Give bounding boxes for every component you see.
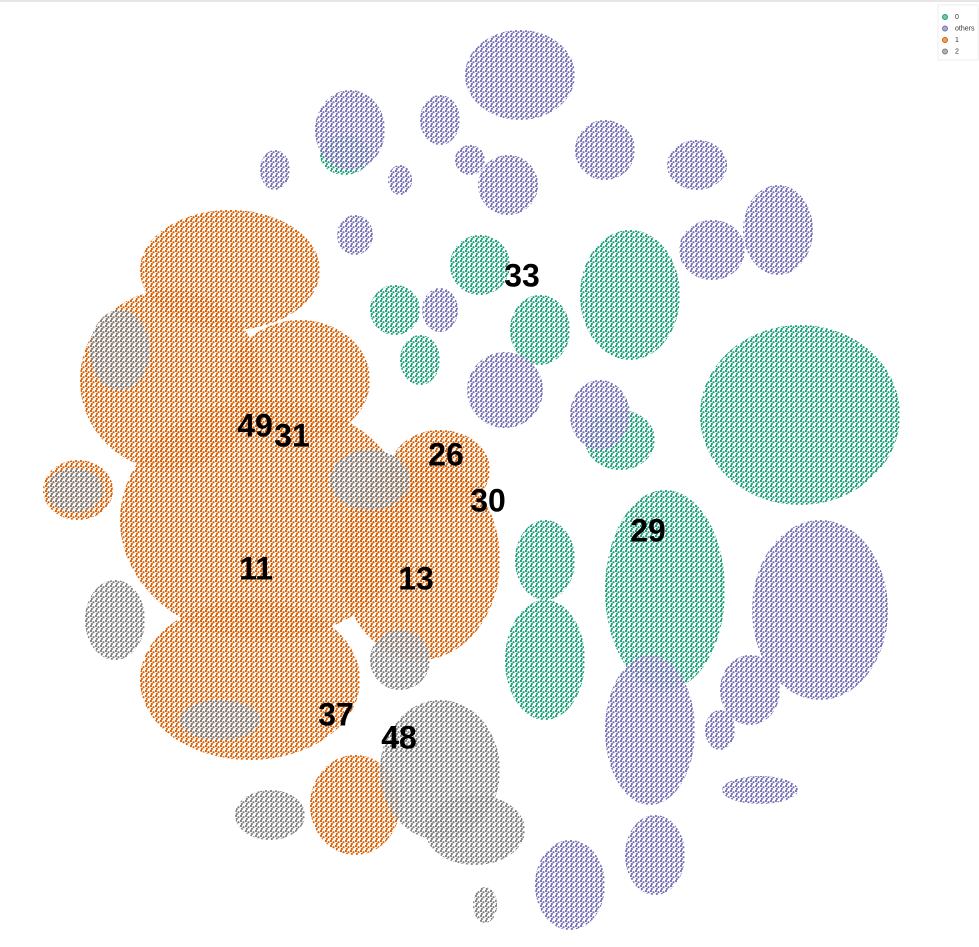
point-cloud — [340, 460, 500, 660]
cluster-label: 13 — [398, 560, 434, 596]
legend-marker — [942, 37, 948, 43]
point-cloud — [330, 450, 410, 510]
point-cloud — [337, 215, 373, 255]
point-cloud — [180, 700, 260, 740]
legend: 0 others 1 2 — [937, 4, 979, 61]
point-cloud — [625, 815, 685, 895]
point-cloud — [450, 235, 510, 295]
point-cloud — [425, 795, 525, 865]
point-cloud — [388, 165, 412, 195]
annotations: 33 49 31 26 30 29 11 13 37 48 — [237, 257, 666, 755]
cluster-label: 33 — [504, 257, 540, 293]
point-cloud — [752, 520, 888, 700]
point-cloud — [140, 600, 360, 760]
point-cloud — [605, 655, 695, 805]
point-cloud — [455, 145, 485, 175]
legend-label: 0 — [955, 14, 959, 21]
cluster-label: 30 — [470, 482, 506, 518]
point-cloud — [315, 90, 385, 170]
point-cloud — [575, 120, 635, 180]
point-clouds — [43, 30, 900, 930]
point-cloud — [90, 310, 150, 390]
point-cloud — [705, 710, 735, 750]
cluster-label: 26 — [428, 436, 464, 472]
point-cloud — [535, 840, 605, 930]
point-cloud — [422, 288, 458, 332]
point-cloud — [465, 30, 575, 120]
cluster-label: 49 — [237, 407, 273, 443]
point-cloud — [400, 335, 440, 385]
point-cloud — [700, 325, 900, 505]
point-cloud — [605, 490, 725, 690]
point-cloud — [515, 520, 575, 600]
legend-label: 1 — [955, 37, 959, 44]
point-cloud — [510, 295, 570, 365]
cluster-label: 31 — [274, 417, 310, 453]
point-cloud — [467, 352, 543, 428]
cluster-label: 29 — [630, 512, 666, 548]
point-cloud — [720, 655, 780, 725]
point-cloud — [85, 580, 145, 660]
legend-marker — [942, 25, 948, 32]
legend-marker — [942, 14, 948, 20]
point-cloud — [370, 630, 430, 690]
point-cloud — [570, 380, 630, 450]
point-cloud — [722, 776, 798, 804]
point-cloud — [120, 400, 410, 640]
legend-marker — [942, 48, 948, 55]
point-cloud — [420, 95, 460, 145]
point-cloud — [473, 887, 497, 923]
point-cloud — [505, 600, 585, 720]
point-cloud — [743, 185, 813, 275]
cluster-label: 11 — [239, 550, 273, 586]
point-cloud — [230, 320, 370, 440]
cluster-label: 48 — [381, 719, 417, 755]
legend-label: 2 — [955, 48, 959, 55]
point-cloud — [390, 430, 490, 510]
point-cloud — [580, 230, 680, 360]
point-cloud — [679, 220, 745, 280]
point-cloud — [47, 468, 103, 512]
point-cloud — [310, 755, 400, 855]
point-cloud — [235, 790, 305, 840]
point-cloud — [370, 285, 420, 335]
point-cloud — [260, 150, 290, 190]
point-cloud — [667, 140, 727, 190]
point-cloud — [478, 155, 538, 215]
legend-label: others — [955, 25, 975, 32]
cluster-label: 37 — [318, 696, 354, 732]
